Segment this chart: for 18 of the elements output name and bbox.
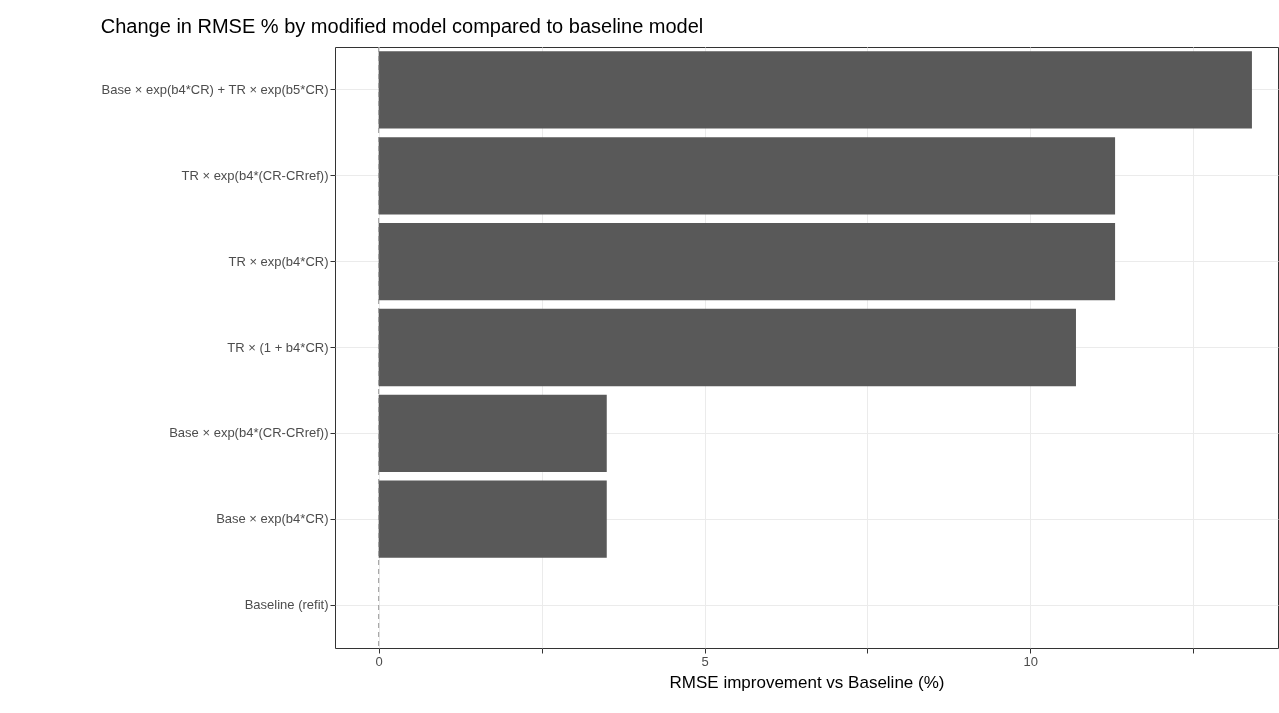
bar <box>378 223 1116 301</box>
x-axis-title: RMSE improvement vs Baseline (%) <box>669 672 945 692</box>
x-tick-label: 0 <box>375 653 383 669</box>
y-tick-label: Base × exp(b4*(CR-CRref)) <box>169 425 329 441</box>
x-tick-label: 10 <box>1023 653 1039 669</box>
y-tick-label: TR × exp(b4*CR) <box>228 253 329 269</box>
bar <box>378 308 1076 387</box>
bar <box>378 394 607 472</box>
x-tick-label: 5 <box>701 653 709 669</box>
y-tick-label: Base × exp(b4*CR) <box>216 511 329 527</box>
bar <box>378 51 1252 129</box>
bar <box>378 480 607 558</box>
y-tick-label: Base × exp(b4*CR) + TR × exp(b5*CR) <box>101 81 329 97</box>
chart-title: Change in RMSE % by modified model compared to baseline model <box>100 14 704 37</box>
y-tick-label: TR × (1 + b4*CR) <box>227 339 329 355</box>
y-tick-label: TR × exp(b4*(CR-CRref)) <box>181 167 329 183</box>
bar <box>378 137 1116 215</box>
y-tick-label: Baseline (refit) <box>244 597 329 613</box>
